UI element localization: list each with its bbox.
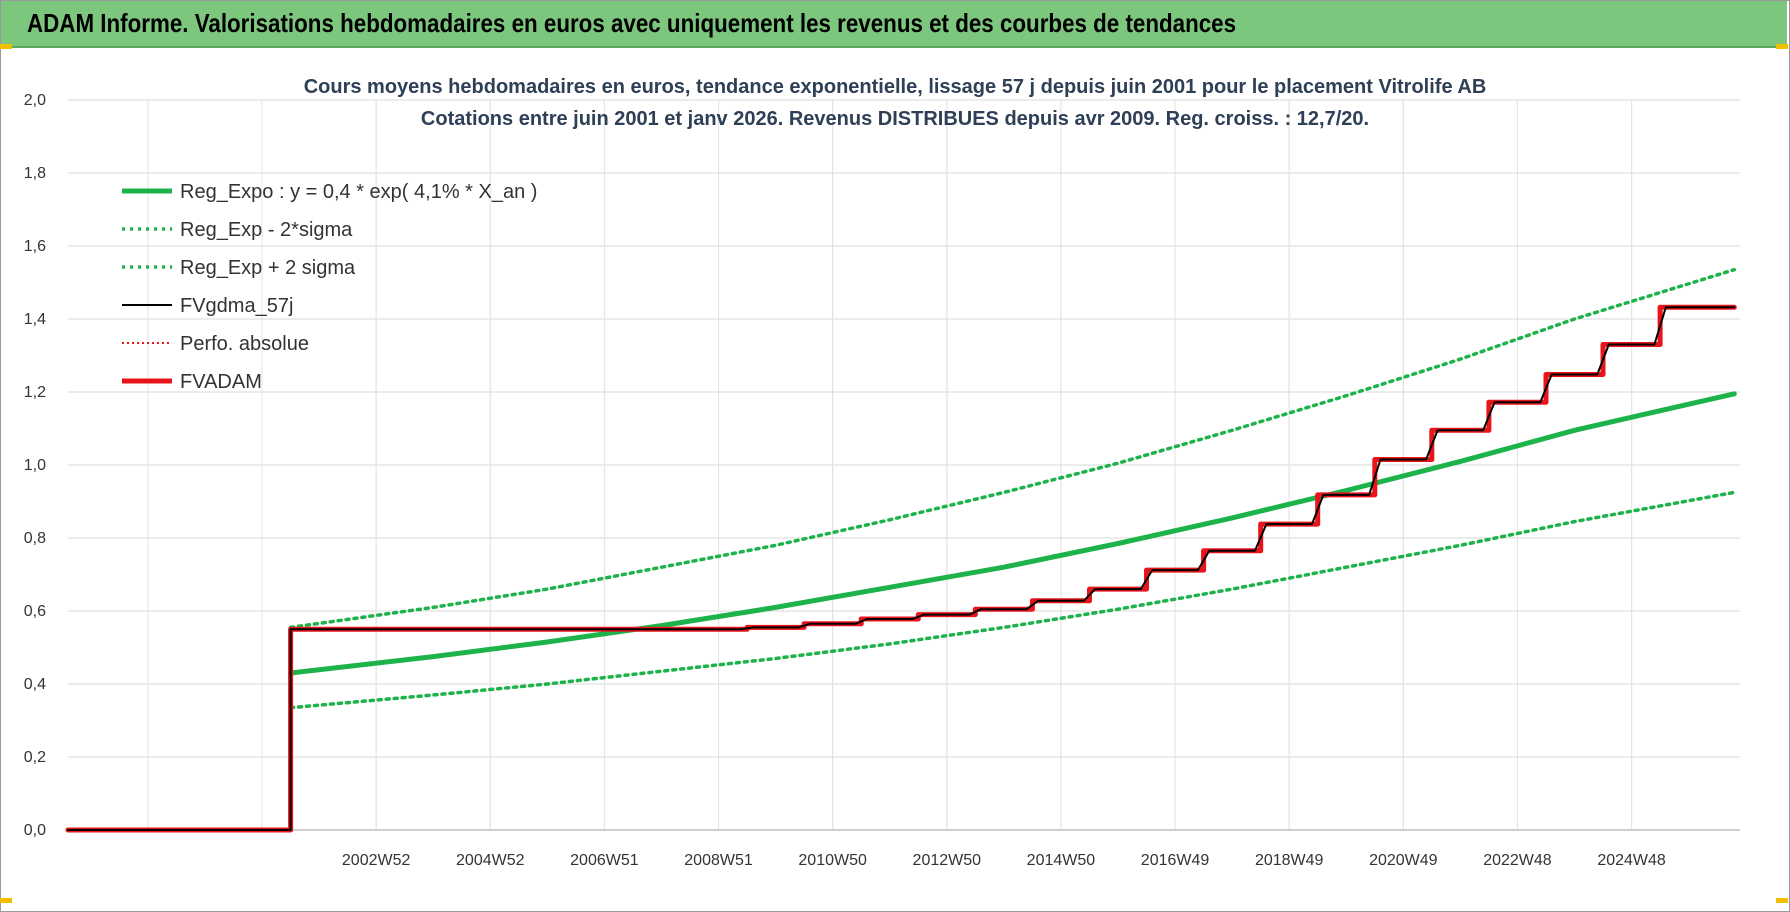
legend-label: FVgdma_57j bbox=[180, 295, 293, 317]
corner-marker bbox=[0, 44, 12, 49]
x-tick-label: 2018W49 bbox=[1255, 852, 1324, 869]
legend-label: FVADAM bbox=[180, 371, 262, 393]
x-axis: 2002W52 2004W52 2006W51 2008W51 2010W50 2012W… bbox=[342, 852, 1666, 869]
chart-series bbox=[65, 267, 1737, 833]
y-tick-label: 0,4 bbox=[24, 676, 46, 693]
corner-marker bbox=[1776, 44, 1788, 49]
series-line bbox=[288, 391, 1737, 676]
y-tick-label: 1,8 bbox=[24, 165, 46, 182]
chart-grid bbox=[68, 99, 1740, 831]
y-tick-label: 2,0 bbox=[24, 92, 46, 109]
chart-legend: Reg_Expo : y = 0,4 * exp( 4,1% * X_an ) R… bbox=[122, 181, 537, 393]
corner-marker bbox=[0, 898, 12, 903]
x-tick-label: 2016W49 bbox=[1141, 852, 1210, 869]
y-tick-label: 0,6 bbox=[24, 603, 46, 620]
series-line bbox=[288, 490, 1737, 710]
legend-label: Reg_Exp + 2 sigma bbox=[180, 257, 356, 279]
series-line bbox=[67, 306, 1736, 831]
series-line bbox=[288, 267, 1737, 630]
chart-subtitle: Cotations entre juin 2001 et janv 2026. … bbox=[421, 108, 1369, 130]
y-tick-label: 1,4 bbox=[24, 311, 46, 328]
chart-title: Cours moyens hebdomadaires en euros, ten… bbox=[304, 76, 1487, 98]
x-tick-label: 2014W50 bbox=[1027, 852, 1096, 869]
legend-label: Perfo. absolue bbox=[180, 333, 309, 355]
legend-label: Reg_Expo : y = 0,4 * exp( 4,1% * X_an ) bbox=[180, 181, 537, 203]
x-tick-label: 2022W48 bbox=[1483, 852, 1552, 869]
y-tick-label: 1,0 bbox=[24, 457, 46, 474]
y-axis: 0,0 0,2 0,4 0,6 0,8 1,0 1,2 1,4 1,6 1,8 2,0 bbox=[24, 92, 46, 839]
x-tick-label: 2010W50 bbox=[798, 852, 867, 869]
y-tick-label: 0,8 bbox=[24, 530, 46, 547]
y-tick-label: 1,6 bbox=[24, 238, 46, 255]
x-tick-label: 2012W50 bbox=[913, 852, 982, 869]
y-tick-label: 0,0 bbox=[24, 822, 46, 839]
legend-label: Reg_Exp - 2*sigma bbox=[180, 219, 353, 241]
report-banner: ADAM Informe. Valorisations hebdomadaire… bbox=[1, 1, 1787, 48]
x-tick-label: 2008W51 bbox=[684, 852, 753, 869]
x-tick-label: 2020W49 bbox=[1369, 852, 1438, 869]
x-tick-label: 2024W48 bbox=[1597, 852, 1666, 869]
report-title: ADAM Informe. Valorisations hebdomadaire… bbox=[27, 8, 1237, 38]
y-tick-label: 0,2 bbox=[24, 749, 46, 766]
series-line bbox=[65, 304, 1737, 833]
x-tick-label: 2004W52 bbox=[456, 852, 525, 869]
y-tick-label: 1,2 bbox=[24, 384, 46, 401]
x-tick-label: 2002W52 bbox=[342, 852, 411, 869]
x-tick-label: 2006W51 bbox=[570, 852, 639, 869]
corner-marker bbox=[1776, 898, 1788, 903]
